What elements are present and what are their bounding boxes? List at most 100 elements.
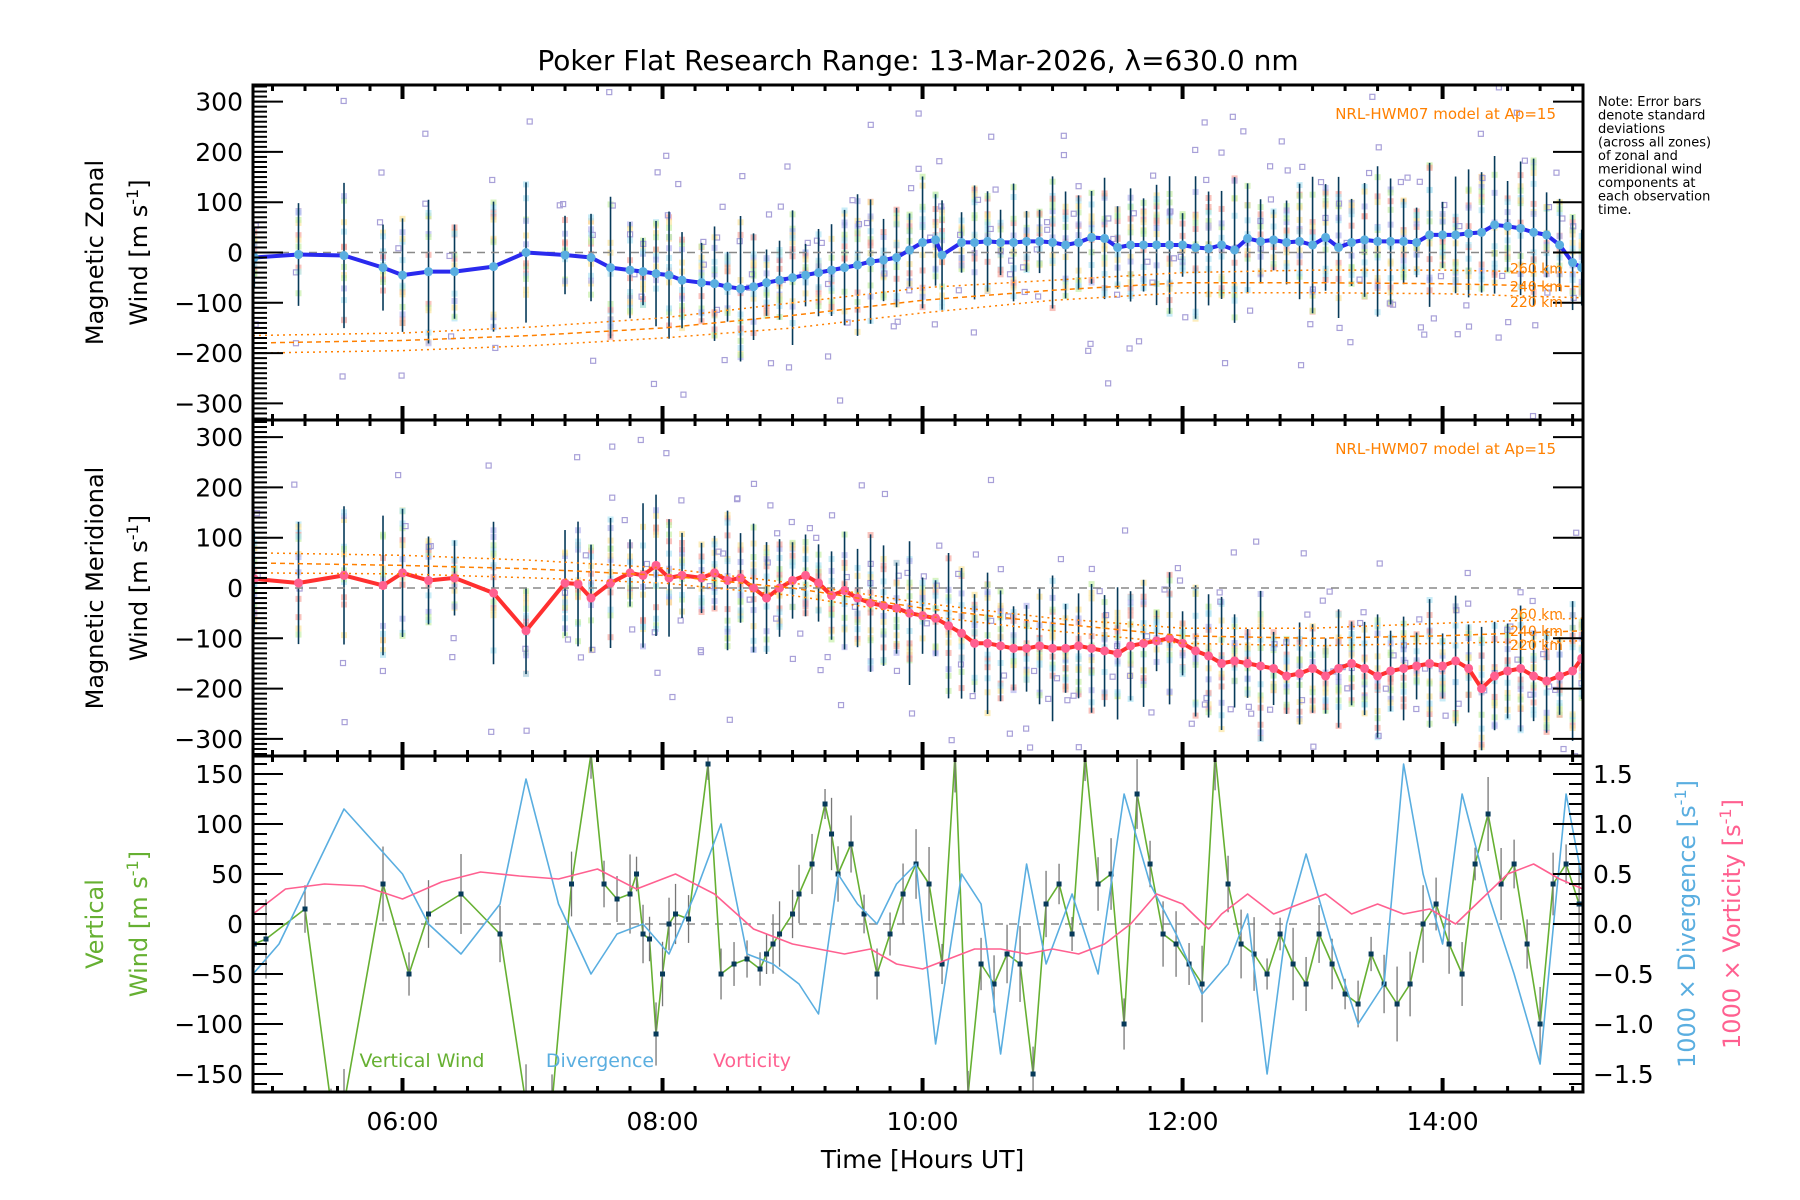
data-point bbox=[1329, 961, 1335, 967]
outlier-sample bbox=[987, 476, 995, 484]
data-point bbox=[640, 931, 646, 937]
data-point bbox=[1225, 881, 1231, 887]
data-point bbox=[1152, 240, 1162, 250]
data-point bbox=[1550, 881, 1556, 887]
outlier-sample bbox=[750, 480, 758, 487]
outlier-sample bbox=[765, 211, 773, 218]
data-point bbox=[1503, 221, 1513, 231]
series-hwm07-260-km bbox=[253, 552, 1583, 629]
zone-sample bbox=[1578, 624, 1583, 631]
outlier-sample bbox=[1045, 695, 1052, 702]
data-point bbox=[939, 961, 945, 967]
y-tick-label: 0 bbox=[227, 239, 243, 268]
data-point bbox=[866, 257, 876, 267]
data-point bbox=[874, 971, 880, 977]
outlier-sample bbox=[1299, 163, 1306, 170]
outlier-sample bbox=[1357, 619, 1364, 627]
data-point bbox=[892, 603, 902, 613]
outlier-sample bbox=[955, 570, 962, 578]
x-tick-label: 12:00 bbox=[1147, 1107, 1219, 1136]
y2-tick-label: 1.0 bbox=[1593, 810, 1633, 839]
outlier-sample bbox=[1416, 178, 1423, 185]
data-point bbox=[1555, 240, 1565, 250]
outlier-sample bbox=[726, 716, 733, 723]
outlier-sample bbox=[677, 617, 684, 624]
outlier-sample bbox=[1126, 345, 1133, 352]
data-point bbox=[1022, 643, 1032, 653]
zone-sample bbox=[253, 593, 258, 600]
y-tick-label: −50 bbox=[190, 960, 243, 989]
outlier-sample bbox=[1417, 324, 1424, 331]
data-point bbox=[1555, 671, 1565, 681]
data-point bbox=[1399, 236, 1409, 246]
outlier-sample bbox=[1456, 223, 1463, 230]
data-point bbox=[1542, 676, 1552, 686]
data-point bbox=[426, 911, 432, 917]
data-point bbox=[664, 270, 674, 280]
data-point bbox=[970, 638, 980, 648]
outlier-sample bbox=[492, 344, 499, 352]
outlier-sample bbox=[1284, 167, 1291, 174]
data-point bbox=[1087, 232, 1097, 242]
data-point bbox=[398, 270, 408, 280]
note-line: each observation bbox=[1598, 190, 1710, 205]
y-axis-label-units: Wind [m s-1] bbox=[123, 179, 153, 325]
data-point bbox=[1373, 671, 1383, 681]
outlier-sample bbox=[824, 280, 832, 288]
zone-sample bbox=[1578, 285, 1583, 292]
outlier-sample bbox=[339, 373, 346, 380]
outlier-sample bbox=[1344, 685, 1351, 692]
y-axis-label: Vertical bbox=[81, 879, 109, 969]
model-altitude-label: 220 km bbox=[1510, 638, 1563, 654]
data-point bbox=[1407, 981, 1413, 987]
y-tick-label: 150 bbox=[195, 760, 243, 789]
outlier-sample bbox=[395, 245, 402, 252]
outlier-sample bbox=[706, 583, 713, 590]
outlier-sample bbox=[813, 237, 821, 244]
outlier-sample bbox=[1023, 725, 1030, 732]
zone-sample bbox=[1578, 253, 1583, 260]
outlier-sample bbox=[654, 669, 661, 676]
outlier-sample bbox=[1110, 235, 1117, 243]
outlier-sample bbox=[1253, 538, 1260, 545]
outlier-sample bbox=[988, 617, 995, 624]
data-point bbox=[983, 638, 993, 648]
data-point bbox=[970, 237, 980, 247]
zone-sample bbox=[1578, 618, 1583, 625]
outlier-sample bbox=[341, 719, 348, 726]
data-point bbox=[801, 270, 811, 280]
outlier-sample bbox=[1057, 555, 1064, 563]
data-point bbox=[1290, 961, 1296, 967]
data-point bbox=[1394, 1001, 1400, 1007]
x-tick-label: 10:00 bbox=[887, 1107, 959, 1136]
data-point bbox=[1503, 666, 1513, 676]
outlier-sample bbox=[1404, 174, 1411, 181]
data-point bbox=[809, 861, 815, 867]
outlier-sample bbox=[556, 202, 563, 209]
data-point bbox=[788, 273, 798, 283]
data-point bbox=[1282, 237, 1292, 247]
data-point bbox=[1030, 1071, 1036, 1077]
data-point bbox=[601, 881, 607, 887]
data-point bbox=[524, 1102, 529, 1107]
outlier-sample bbox=[1427, 784, 1432, 789]
outlier-sample bbox=[1109, 673, 1116, 680]
outlier-sample bbox=[422, 200, 429, 207]
data-point bbox=[931, 235, 941, 245]
outlier-sample bbox=[858, 482, 865, 489]
data-point bbox=[957, 628, 967, 638]
outlier-sample bbox=[1075, 744, 1082, 751]
outlier-sample bbox=[767, 360, 775, 367]
outlier-sample bbox=[881, 490, 889, 498]
outlier-sample bbox=[446, 252, 453, 260]
outlier-sample bbox=[1483, 837, 1488, 842]
outlier-sample bbox=[894, 318, 901, 325]
data-point bbox=[302, 906, 308, 912]
data-point bbox=[625, 265, 635, 275]
note-line: Note: Error bars bbox=[1598, 95, 1702, 110]
data-point bbox=[569, 881, 575, 887]
outlier-sample bbox=[589, 646, 596, 653]
data-point bbox=[1095, 881, 1101, 887]
outlier-sample bbox=[948, 737, 955, 744]
data-point bbox=[586, 593, 596, 603]
